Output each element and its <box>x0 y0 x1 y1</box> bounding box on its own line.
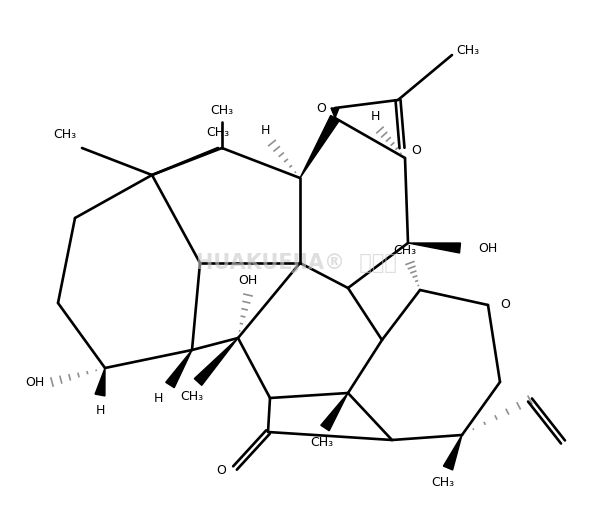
Text: CH₃: CH₃ <box>456 44 480 56</box>
Text: CH₃: CH₃ <box>210 104 234 116</box>
Polygon shape <box>408 243 461 253</box>
Text: CH₃: CH₃ <box>394 244 417 256</box>
Polygon shape <box>443 435 462 470</box>
Text: H: H <box>153 391 163 404</box>
Text: CH₃: CH₃ <box>432 476 455 488</box>
Text: OH: OH <box>25 376 44 388</box>
Text: O: O <box>316 102 326 114</box>
Text: CH₃: CH₃ <box>181 390 204 404</box>
Polygon shape <box>166 350 192 388</box>
Polygon shape <box>194 338 238 385</box>
Text: CH₃: CH₃ <box>53 128 76 142</box>
Polygon shape <box>300 115 339 178</box>
Polygon shape <box>321 393 348 431</box>
Text: H: H <box>371 110 379 124</box>
Text: O: O <box>500 299 510 311</box>
Text: H: H <box>95 404 105 417</box>
Text: H: H <box>260 124 270 136</box>
Polygon shape <box>331 108 339 118</box>
Text: HUAKUEJIA®  化学加: HUAKUEJIA® 化学加 <box>195 253 397 273</box>
Text: O: O <box>411 145 421 157</box>
Polygon shape <box>95 368 105 396</box>
Text: CH₃: CH₃ <box>310 437 333 449</box>
Text: CH₃: CH₃ <box>207 126 230 139</box>
Text: OH: OH <box>478 242 497 254</box>
Text: O: O <box>216 464 226 477</box>
Text: OH: OH <box>239 273 258 286</box>
